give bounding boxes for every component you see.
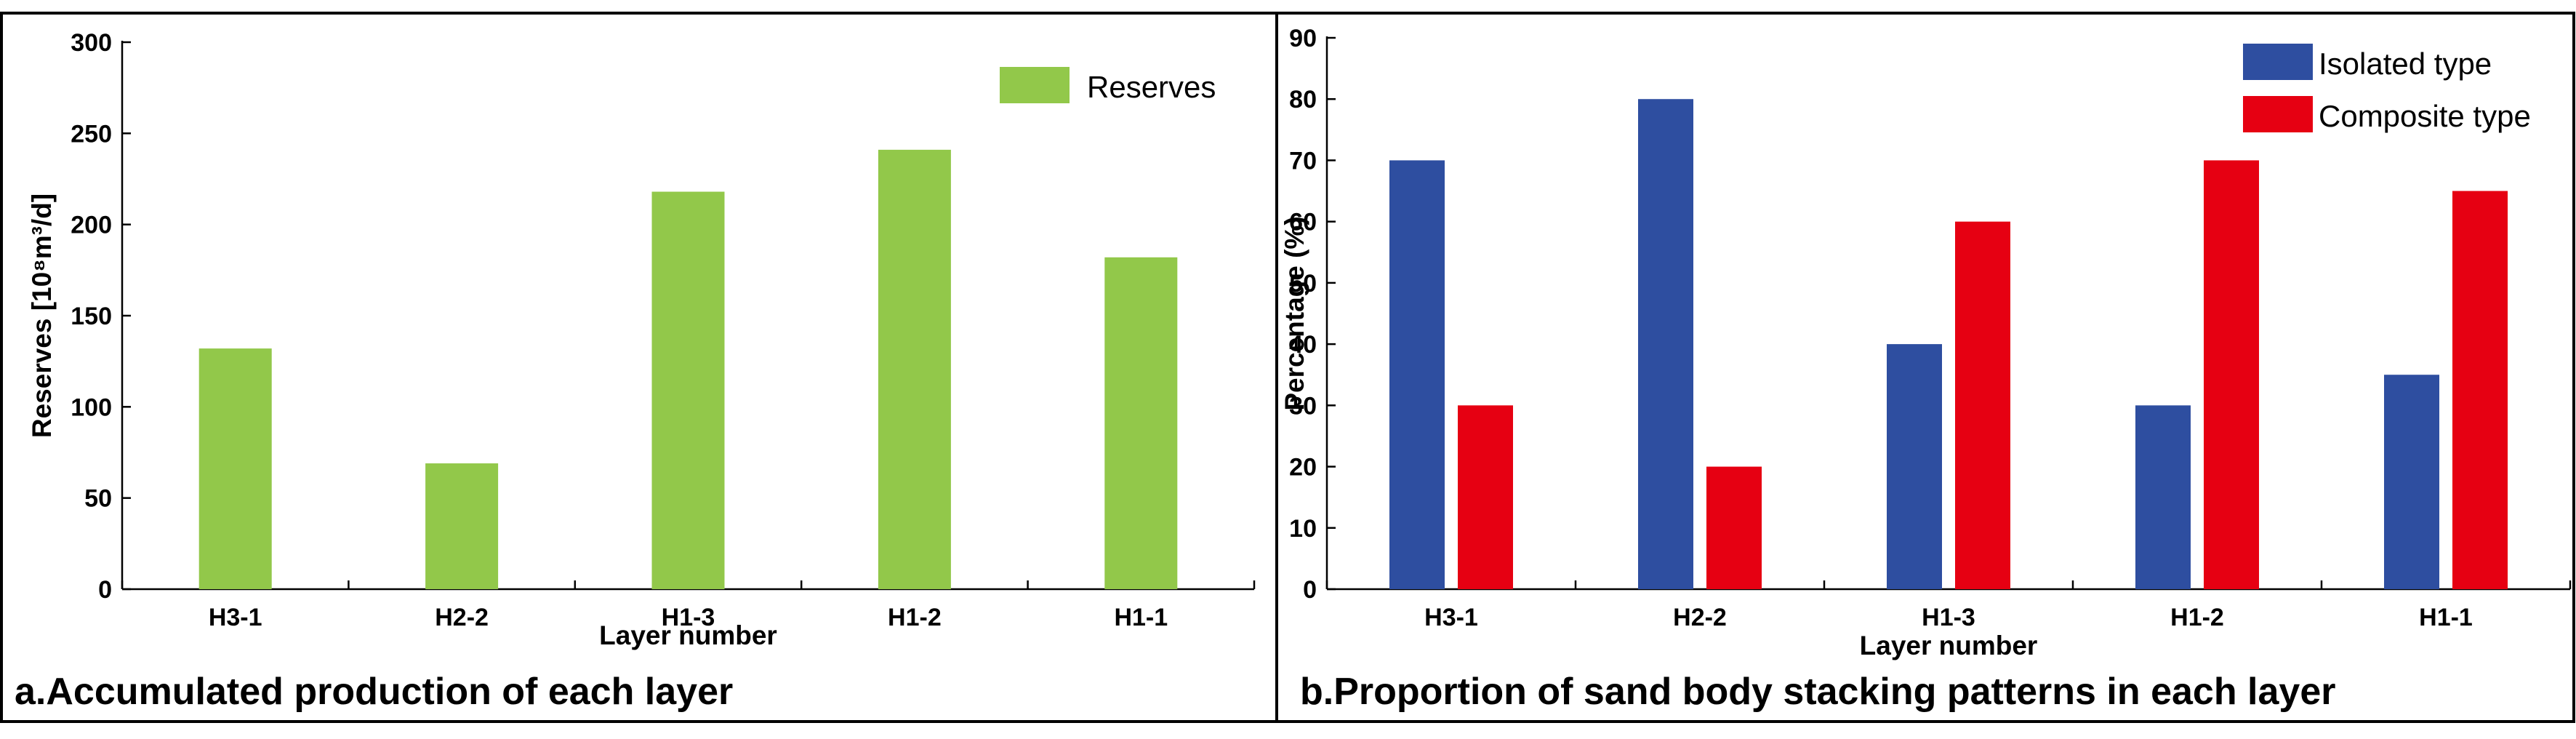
- panel-b-x-tick-label: H3-1: [1424, 604, 1478, 631]
- panel-a-y-tick-label: 300: [71, 29, 112, 57]
- panel-b-legend-swatch: [2243, 96, 2313, 132]
- panel-a-y-tick-label: 100: [71, 394, 112, 421]
- panel-b-y-tick-label: 50: [1289, 270, 1317, 297]
- panel-b-x-tick-label: H1-2: [2170, 604, 2224, 631]
- panel-a-bar: [425, 463, 499, 589]
- panel-b-x-tick-label: H1-3: [1922, 604, 1975, 631]
- panel-a-y-tick-label: 150: [71, 303, 112, 330]
- panel-a-x-tick-label: H2-2: [435, 604, 489, 631]
- panel-a-y-tick-label: 50: [84, 485, 112, 513]
- panel-b-x-axis-title: Layer number: [1860, 631, 2038, 660]
- panel-a-y-tick-label: 0: [98, 576, 112, 604]
- panel-b-bar: [2204, 160, 2259, 589]
- panel-b-y-tick-label: 60: [1289, 209, 1317, 236]
- panel-b-y-tick-label: 30: [1289, 392, 1317, 420]
- panel-b-y-tick-label: 10: [1289, 515, 1317, 543]
- panel-a-legend-swatch: [1000, 67, 1070, 103]
- panel-b-y-tick-label: 40: [1289, 331, 1317, 359]
- panel-a: 0 50 100 150 200 250 300 H3-1 H2-2 H1-3 H1-2 H1-1 La…: [15, 29, 1256, 713]
- panel-b-x-tick-label: H1-1: [2419, 604, 2473, 631]
- panel-b-y-tick-label: 90: [1289, 25, 1317, 52]
- figure-border: [0, 12, 2575, 723]
- panel-b-legend-label: Composite type: [2319, 99, 2531, 133]
- panel-b-y-axis-title: Percentage (%): [1280, 216, 1309, 410]
- panel-a-legend-label: Reserves: [1087, 70, 1216, 104]
- panel-a-x-tick-label: H3-1: [209, 604, 262, 631]
- panel-b-caption: b.Proportion of sand body stacking patte…: [1300, 671, 2336, 713]
- panel-a-y-tick-label: 200: [71, 212, 112, 239]
- panel-b-y-tick-label: 80: [1289, 86, 1317, 113]
- panel-b-legend-label: Isolated type: [2319, 47, 2492, 81]
- panel-b-bar: [2452, 191, 2508, 589]
- panel-a-x-tick-label: H1-1: [1114, 604, 1168, 631]
- panel-b-legend-swatch: [2243, 44, 2313, 80]
- panel-a-bar: [1104, 257, 1178, 589]
- panel-b-y-tick-label: 0: [1303, 576, 1317, 604]
- panel-b-bar: [1638, 99, 1693, 589]
- panel-b-bar: [1458, 405, 1513, 589]
- panel-a-bar: [198, 348, 272, 589]
- panel-a-y-axis-title: Reserves [10⁸m³/d]: [27, 193, 57, 438]
- panel-a-x-tick-label: H1-2: [888, 604, 942, 631]
- panel-a-x-tick-label: H1-3: [662, 604, 715, 631]
- panel-b: 0 10 20 30 40 50 60 70 80 90 H3-1 H2-2 H1-3 H1-2 H1-1 L…: [1280, 25, 2572, 713]
- panel-b-y-tick-label: 20: [1289, 454, 1317, 482]
- panel-b-x-tick-label: H2-2: [1673, 604, 1727, 631]
- panel-a-y-tick-label: 250: [71, 120, 112, 148]
- panel-b-y-tick-label: 70: [1289, 147, 1317, 175]
- panel-b-bar: [1955, 221, 2010, 589]
- panel-a-x-axis-title: Layer number: [599, 620, 777, 650]
- panel-b-bar: [1706, 466, 1762, 589]
- panel-b-bar: [2135, 405, 2191, 589]
- panel-b-bar: [1887, 344, 1942, 589]
- panel-b-bar: [2384, 375, 2439, 589]
- panel-a-caption: a.Accumulated production of each layer: [15, 671, 733, 713]
- panel-a-bar: [878, 149, 951, 590]
- panel-a-bar: [651, 191, 725, 590]
- panel-b-bar: [1389, 160, 1445, 589]
